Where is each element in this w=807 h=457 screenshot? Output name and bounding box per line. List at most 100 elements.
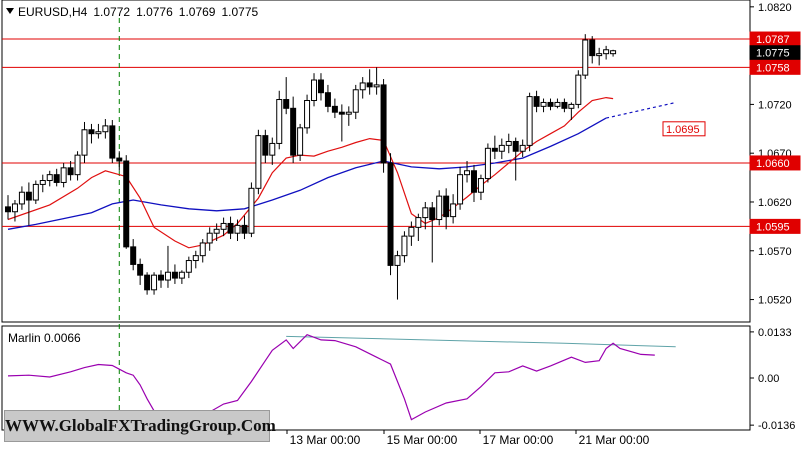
candle-body-bear bbox=[283, 99, 290, 109]
candle bbox=[116, 151, 123, 171]
candle bbox=[366, 69, 373, 95]
candle-body-bear bbox=[470, 170, 477, 193]
candle-body-bull bbox=[234, 224, 241, 234]
price-label-s2: 1.0595 bbox=[749, 218, 801, 234]
chart-header: EURUSD,H4 1.0772 1.0776 1.0769 1.0775 bbox=[18, 5, 258, 19]
time-tick-label: 17 Mar 00:00 bbox=[483, 433, 554, 447]
candle bbox=[561, 98, 568, 113]
price-label-box bbox=[749, 59, 801, 75]
candle bbox=[443, 188, 450, 230]
candle bbox=[338, 104, 345, 142]
candle-body-bear bbox=[366, 82, 373, 88]
candle-body-bull bbox=[477, 178, 484, 193]
candle bbox=[387, 153, 394, 276]
oscillator-lines bbox=[7, 334, 676, 424]
candle-body-bear bbox=[317, 79, 324, 94]
candle bbox=[39, 174, 46, 193]
candle-body-bull bbox=[359, 82, 366, 91]
candle-body-bear bbox=[67, 167, 74, 176]
candle-body-bull bbox=[276, 99, 283, 144]
candle bbox=[213, 223, 220, 242]
price-label-text: 1.0595 bbox=[756, 221, 790, 233]
candle bbox=[589, 36, 596, 64]
level-price-labels: 1.0787 1.0775 1.0758 1.0660 1.0595 1.0695 bbox=[662, 31, 801, 234]
candle bbox=[199, 239, 206, 263]
candle bbox=[60, 162, 67, 188]
candle-body-bear bbox=[443, 195, 450, 218]
candle bbox=[88, 123, 95, 144]
candle bbox=[575, 70, 582, 109]
time-tick-label: 21 Mar 00:00 bbox=[579, 433, 650, 447]
candle bbox=[67, 161, 74, 181]
candle bbox=[304, 94, 311, 134]
candle-body-bear bbox=[338, 111, 345, 115]
candle-body-bull bbox=[304, 100, 311, 129]
candle bbox=[102, 119, 109, 139]
candle-body-bull bbox=[505, 140, 512, 146]
candle bbox=[95, 123, 102, 139]
slow-ma-line bbox=[7, 117, 607, 230]
candle-body-bull bbox=[401, 235, 408, 257]
candle bbox=[74, 151, 81, 181]
candle bbox=[206, 227, 213, 251]
candle bbox=[81, 121, 88, 163]
candle-body-bear bbox=[137, 263, 144, 276]
candle bbox=[227, 216, 234, 240]
candle bbox=[457, 166, 464, 210]
candle-body-bull bbox=[213, 228, 220, 234]
price-tick-label: 1.0520 bbox=[758, 295, 792, 307]
candle-body-bull bbox=[415, 217, 422, 228]
candle bbox=[484, 143, 491, 183]
watermark: WWW.GlobalFXTradingGroup.Com bbox=[4, 410, 276, 442]
candle bbox=[345, 106, 352, 126]
candle bbox=[603, 45, 610, 60]
candle-body-bear bbox=[227, 222, 234, 234]
price-label-text: 1.0787 bbox=[756, 34, 790, 46]
candle-body-bear bbox=[53, 174, 60, 183]
candle bbox=[373, 67, 380, 95]
candle-body-bull bbox=[164, 271, 171, 281]
candle-body-bear bbox=[387, 162, 394, 266]
candle bbox=[185, 256, 192, 279]
candle bbox=[512, 137, 519, 181]
candle-body-bull bbox=[60, 167, 67, 183]
chevron-down-icon[interactable] bbox=[6, 8, 14, 14]
price-label-box bbox=[749, 155, 801, 171]
candle-body-bull bbox=[610, 50, 617, 55]
price-label-text: 1.0775 bbox=[756, 48, 790, 60]
candle bbox=[526, 92, 533, 152]
price-label-box bbox=[749, 45, 801, 61]
candle bbox=[317, 73, 324, 101]
indicator-tick-label: -0.0136 bbox=[758, 420, 795, 432]
candle bbox=[109, 120, 116, 163]
price-tick-label: 1.0820 bbox=[758, 2, 792, 14]
candle-body-bull bbox=[568, 103, 575, 109]
candle-body-bear bbox=[25, 191, 32, 201]
candle-body-bear bbox=[241, 224, 248, 234]
candle bbox=[401, 231, 408, 263]
candle-body-bear bbox=[130, 246, 137, 265]
candle bbox=[610, 49, 617, 57]
candle-body-bull bbox=[311, 79, 318, 102]
candle bbox=[450, 194, 457, 224]
candle bbox=[596, 47, 603, 66]
price-tick-label: 1.0620 bbox=[758, 197, 792, 209]
price-label-s1: 1.0660 bbox=[749, 155, 801, 171]
candle bbox=[262, 129, 269, 163]
candle bbox=[554, 98, 561, 109]
candle-body-bear bbox=[561, 101, 568, 109]
price-tick-label: 1.0720 bbox=[758, 99, 792, 111]
price-label-text: 1.0660 bbox=[756, 158, 790, 170]
candle-body-bull bbox=[255, 135, 262, 189]
candle bbox=[498, 138, 505, 160]
candle bbox=[380, 79, 387, 173]
candle-body-bear bbox=[5, 206, 11, 213]
candle-body-bull bbox=[151, 274, 158, 291]
candle bbox=[248, 182, 255, 238]
candlesticks bbox=[5, 34, 617, 300]
candle-body-bull bbox=[422, 207, 429, 219]
candle-body-bear bbox=[109, 125, 116, 159]
candle bbox=[269, 137, 276, 165]
candle-body-bull bbox=[498, 144, 505, 152]
